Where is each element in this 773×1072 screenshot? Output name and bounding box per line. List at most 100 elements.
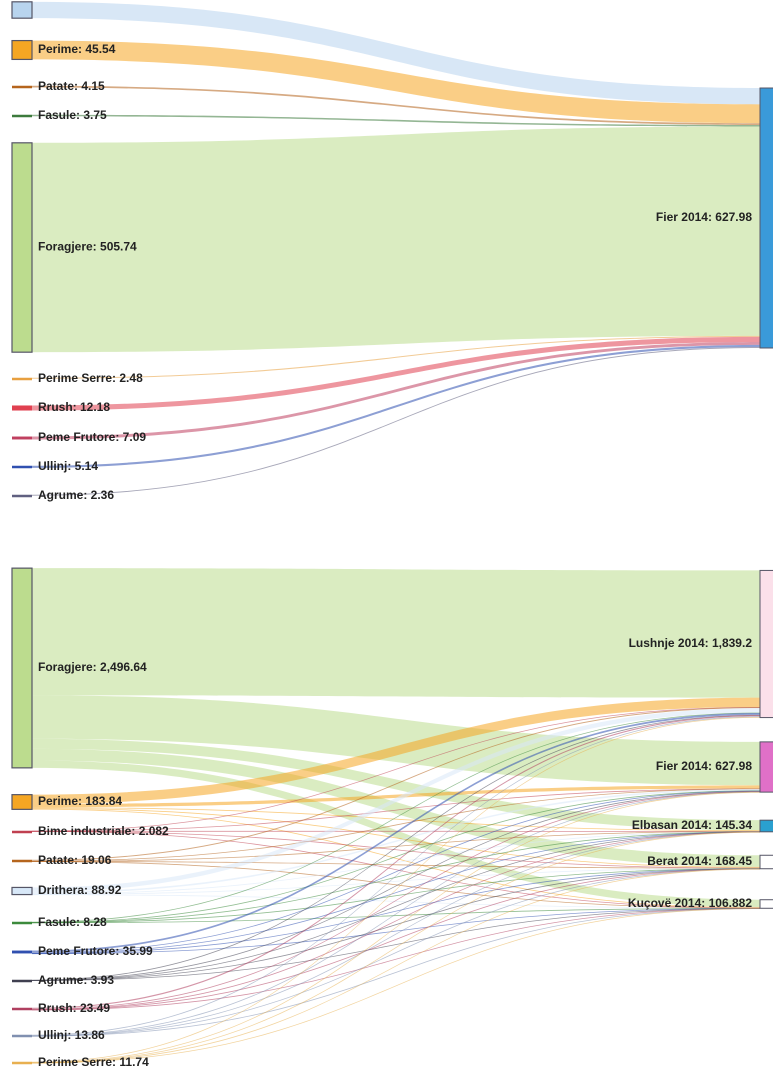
link xyxy=(32,707,760,832)
source-node xyxy=(11,567,33,769)
link xyxy=(32,788,760,894)
link xyxy=(32,907,760,924)
link xyxy=(32,831,760,1011)
link xyxy=(32,830,760,862)
source-node xyxy=(12,1007,32,1011)
source-label: Agrume: 2.36 xyxy=(38,488,114,502)
link xyxy=(32,791,760,1064)
link xyxy=(32,568,760,698)
source-label: Fasule: 3.75 xyxy=(38,108,107,122)
source-node xyxy=(12,405,32,411)
source-node xyxy=(12,85,32,89)
link xyxy=(32,908,760,1037)
link xyxy=(32,831,760,1064)
link xyxy=(32,791,760,981)
link xyxy=(32,126,760,353)
source-node xyxy=(12,950,32,954)
link xyxy=(32,908,760,981)
source-label: Fasule: 8.28 xyxy=(38,915,107,929)
link xyxy=(32,716,760,1063)
source-label: Perime Serre: 2.48 xyxy=(38,371,143,385)
source-node xyxy=(12,465,32,469)
source-label: Peme Frutore: 35.99 xyxy=(38,944,153,958)
link xyxy=(32,760,760,908)
sankey: Perime: 45.54 Patate: 4.15 Fasule: 3.75 For… xyxy=(11,1,773,502)
link xyxy=(32,808,760,908)
link xyxy=(32,707,760,861)
link xyxy=(32,830,760,909)
source-node xyxy=(11,886,33,896)
link xyxy=(32,344,760,468)
link xyxy=(32,868,760,1011)
link xyxy=(32,335,760,379)
link xyxy=(32,697,760,805)
source-node xyxy=(12,979,32,983)
link xyxy=(32,908,760,955)
link xyxy=(32,716,760,1036)
target-label: Kuçovë 2014: 106.882 xyxy=(628,896,752,910)
link xyxy=(32,713,760,953)
link xyxy=(32,831,760,954)
link xyxy=(32,908,760,1011)
source-node xyxy=(11,1,33,19)
link xyxy=(32,790,760,954)
link xyxy=(32,715,760,1009)
link xyxy=(32,894,760,909)
source-label: Perime Serre: 11.74 xyxy=(38,1055,149,1069)
link xyxy=(32,807,760,832)
link xyxy=(32,868,760,954)
source-label: Patate: 19.06 xyxy=(38,853,112,867)
source-label: Perime: 45.54 xyxy=(38,42,116,56)
link xyxy=(32,831,760,1037)
source-label: Bime industriale: 2.082 xyxy=(38,824,169,838)
source-node xyxy=(12,114,32,118)
link xyxy=(32,336,760,411)
link xyxy=(32,788,760,862)
source-node xyxy=(12,377,32,381)
link xyxy=(32,738,760,831)
source-node xyxy=(12,436,32,440)
link xyxy=(32,831,760,981)
target-node xyxy=(759,819,773,833)
link xyxy=(32,347,760,496)
link xyxy=(32,868,760,924)
link xyxy=(32,114,760,127)
target-node xyxy=(759,899,773,909)
link xyxy=(32,714,760,981)
target-node xyxy=(759,87,773,349)
link xyxy=(32,868,760,1064)
link xyxy=(32,867,760,895)
link xyxy=(32,807,760,868)
link xyxy=(32,861,760,909)
sankey: Foragjere: 2,496.64 Perime: 183.84 Bime in… xyxy=(11,567,773,1069)
source-node xyxy=(12,859,32,863)
source-node xyxy=(11,794,33,810)
source-label: Peme Frutore: 7.09 xyxy=(38,430,146,444)
link xyxy=(32,868,760,981)
link xyxy=(32,831,760,895)
target-node xyxy=(759,854,773,870)
target-node xyxy=(759,569,773,719)
source-label: Perime: 183.84 xyxy=(38,794,122,808)
source-node xyxy=(11,39,33,61)
link xyxy=(32,708,760,892)
link xyxy=(32,831,760,924)
target-node xyxy=(759,741,773,793)
target-label: Elbasan 2014: 145.34 xyxy=(632,818,752,832)
links xyxy=(32,568,760,1064)
link xyxy=(32,85,760,125)
source-label: Foragjere: 505.74 xyxy=(38,240,137,254)
link xyxy=(32,790,760,923)
source-label: Patate: 4.15 xyxy=(38,79,105,93)
link xyxy=(32,791,760,1037)
link xyxy=(32,830,760,869)
source-label: Rrush: 23.49 xyxy=(38,1001,110,1015)
link xyxy=(32,695,760,786)
link xyxy=(32,861,760,869)
link xyxy=(32,868,760,1037)
source-node xyxy=(11,142,33,353)
source-label: Drithera: 88.92 xyxy=(38,883,122,897)
link xyxy=(32,341,760,440)
source-node xyxy=(12,921,32,925)
